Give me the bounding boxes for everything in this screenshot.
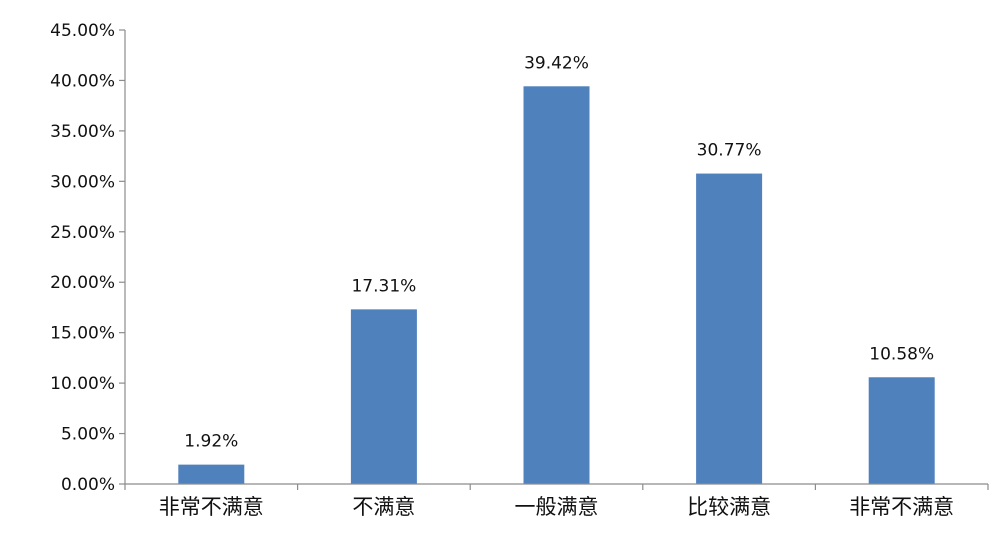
y-tick-label: 15.00% — [50, 324, 115, 344]
bar-data-label: 30.77% — [697, 141, 762, 161]
y-tick-label: 20.00% — [50, 273, 115, 293]
bar-data-label: 17.31% — [351, 276, 416, 296]
bar-data-label: 1.92% — [184, 432, 238, 452]
bar — [696, 173, 763, 485]
y-tick-label: 5.00% — [61, 425, 115, 445]
y-tick-label: 25.00% — [50, 223, 115, 243]
x-category-label: 比较满意 — [687, 495, 771, 519]
x-category-label: 一般满意 — [515, 495, 599, 519]
bar-data-label: 10.58% — [869, 344, 934, 364]
x-axis-group: 非常不满意 不满意 一般满意 比较满意 非常不满意 — [124, 483, 989, 519]
x-category-label: 非常不满意 — [159, 495, 264, 519]
bar — [350, 309, 417, 484]
x-category-label: 不满意 — [352, 495, 415, 519]
y-axis-ticks: 0.00% 5.00% 10.00% 15.00% 20.00% 25.00% 30.00%… — [50, 21, 126, 495]
y-tick-label: 45.00% — [50, 21, 115, 41]
bars-group: 1.92% 17.31% 39.42% 30.77% 10.58% — [178, 53, 935, 485]
y-tick-label: 10.00% — [50, 374, 115, 394]
y-tick-label: 35.00% — [50, 122, 115, 142]
x-category-label: 非常不满意 — [849, 495, 954, 519]
y-tick-label: 30.00% — [50, 172, 115, 192]
bar — [523, 86, 590, 485]
bar — [868, 377, 935, 484]
y-tick-label: 40.00% — [50, 71, 115, 91]
bar-data-label: 39.42% — [524, 53, 589, 73]
bar — [178, 464, 245, 484]
y-tick-label: 0.00% — [61, 475, 115, 495]
